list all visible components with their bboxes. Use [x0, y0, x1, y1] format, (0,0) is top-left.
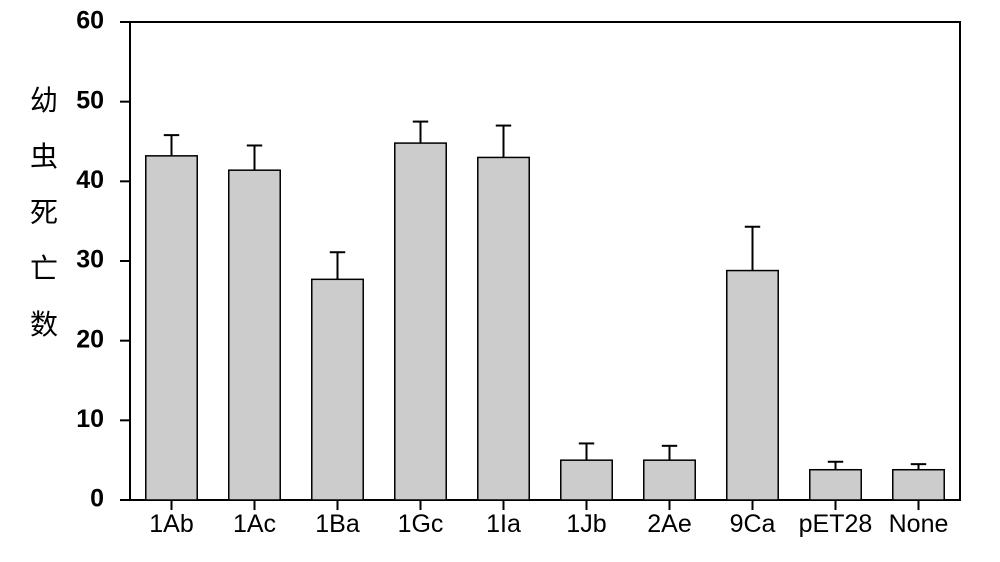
bar — [312, 279, 363, 500]
y-axis-label-char: 亡 — [30, 253, 58, 285]
bar — [893, 470, 944, 500]
y-axis-label-char: 幼 — [30, 85, 58, 117]
bar — [395, 143, 446, 500]
x-tick-label: 1Ac — [233, 510, 276, 538]
x-tick-label: 1Ia — [486, 510, 521, 538]
y-tick-label: 50 — [76, 86, 104, 114]
y-tick-label: 0 — [90, 485, 104, 513]
bar-chart: 0 10 20 30 40 50 60 1Ab 1Ac 1Ba 1Gc 1Ia 1Jb 2Ae 9Ca pET… — [0, 0, 1000, 562]
x-tick-label: 1Gc — [398, 510, 444, 538]
x-tick-label: 1Ba — [315, 510, 360, 538]
bar — [727, 271, 778, 500]
y-tick-label: 30 — [76, 246, 104, 274]
x-tick-label: 9Ca — [730, 510, 776, 538]
y-tick-label: 60 — [76, 7, 104, 35]
x-tick-label: 2Ae — [647, 510, 691, 538]
y-tick-label: 20 — [76, 325, 104, 353]
x-tick-label: 1Jb — [566, 510, 606, 538]
y-tick-label: 40 — [76, 166, 104, 194]
bar — [146, 156, 197, 500]
bar — [478, 157, 529, 500]
bar — [229, 170, 280, 500]
y-axis-label-char: 虫 — [30, 141, 58, 173]
x-tick-label: 1Ab — [149, 510, 193, 538]
y-axis-label-char: 死 — [30, 198, 58, 229]
x-tick-label: pET28 — [799, 510, 873, 538]
x-tick-label: None — [889, 510, 949, 538]
bar — [810, 470, 861, 500]
chart-container: 0 10 20 30 40 50 60 1Ab 1Ac 1Ba 1Gc 1Ia 1Jb 2Ae 9Ca pET… — [0, 0, 1000, 562]
bar — [561, 460, 612, 500]
y-tick-label: 10 — [76, 405, 104, 433]
y-axis-label-char: 数 — [30, 309, 58, 341]
bar — [644, 460, 695, 500]
